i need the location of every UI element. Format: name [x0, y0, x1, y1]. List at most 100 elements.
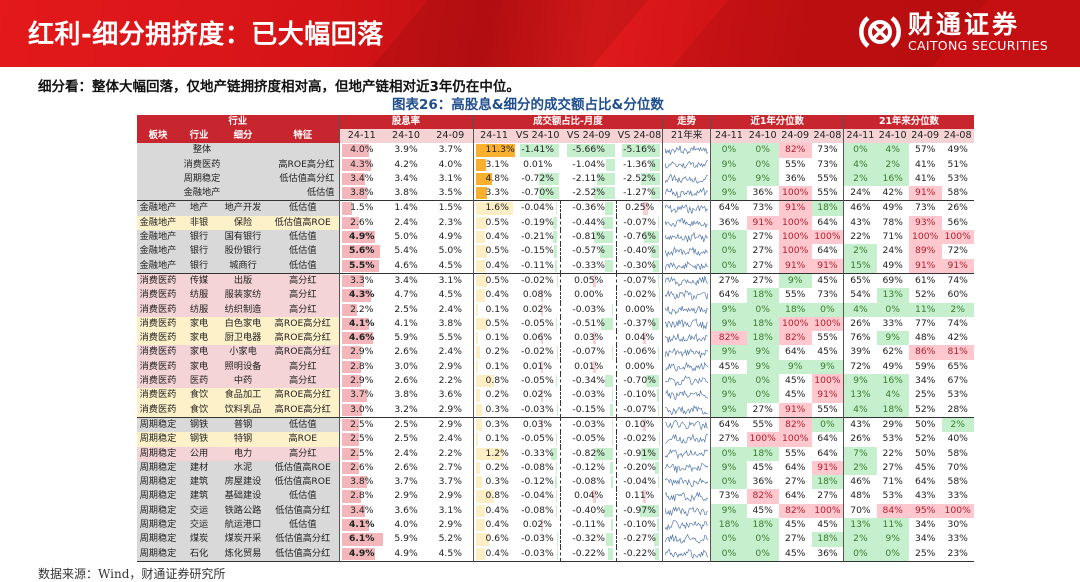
pct-1y-cell: 18% — [811, 475, 844, 490]
pct-1y-cell: 45% — [817, 519, 838, 531]
pct-21y-cell: 70% — [843, 503, 877, 519]
dividend-cell: 3.7% — [438, 144, 462, 156]
turnover-change-cell: -0.51% — [560, 316, 618, 332]
pct-21y-cell: 58% — [947, 187, 968, 199]
pct-21y-cell: 34% — [914, 375, 936, 387]
dividend-cell: 4.1% — [338, 518, 384, 533]
pct-21y-cell: 25% — [914, 389, 936, 401]
pct-21y-cell: 53% — [882, 433, 903, 445]
dividend-cell: 2.6% — [338, 215, 384, 231]
pct-1y-cell: 27% — [752, 403, 773, 415]
pct-21y-cell: 4% — [843, 402, 877, 418]
pct-1y-cell: 0% — [710, 546, 747, 562]
subindustry-cell: 照明设备 — [219, 359, 267, 375]
turnover-change-cell: -0.44% — [560, 215, 618, 231]
pct-21y-cell: 13% — [843, 388, 877, 403]
turnover-cell: 0.4% — [472, 258, 515, 274]
dividend-cell: 2.7% — [438, 461, 462, 473]
pct-1y-cell: 55% — [752, 418, 773, 430]
col-p1-2410: 24-10 — [746, 129, 779, 144]
industry-cell: 建筑 — [179, 475, 219, 490]
dividend-cell: 4.1% — [394, 317, 418, 329]
dividend-cell: 5.6% — [338, 244, 384, 259]
dividend-cell: 2.9% — [438, 418, 462, 430]
pct-21y-cell: 48% — [843, 489, 877, 504]
dividend-cell: 3.8% — [338, 475, 384, 490]
dividend-cell: 2.4% — [438, 303, 462, 315]
pct-1y-cell: 45% — [752, 504, 773, 516]
pct-21y-cell: 40% — [947, 433, 968, 445]
pct-1y-cell: 27% — [752, 231, 773, 243]
subindustry-cell: 食品加工 — [219, 388, 267, 403]
col-trend: 21年来 — [662, 129, 711, 144]
header-pct-1y: 近1年分位数 — [710, 115, 844, 129]
industry-cell: 家电 — [179, 345, 219, 360]
pct-1y-cell: 9% — [746, 359, 779, 375]
pct-21y-cell: 2% — [941, 302, 974, 317]
pct-1y-cell: 27% — [710, 273, 747, 289]
pct-1y-cell: 73% — [817, 144, 838, 156]
pct-21y-cell: 2% — [941, 417, 974, 433]
pct-1y-cell: 0% — [710, 446, 747, 461]
subindustry-cell: 地产开发 — [219, 200, 267, 216]
feature-cell: 高分红 — [267, 359, 339, 375]
subindustry-cell: 饮料乳品 — [219, 402, 267, 418]
pct-21y-cell: 23% — [947, 547, 968, 559]
block-cell: 金融地产 — [137, 230, 179, 245]
col-feature: 特征 — [267, 129, 339, 144]
pct-1y-cell: 100% — [778, 432, 812, 447]
pct-21y-cell: 72% — [947, 245, 968, 257]
pct-21y-cell: 52% — [914, 403, 936, 415]
feature-cell: 高ROE高分红 — [267, 331, 339, 346]
pct-1y-cell: 73% — [752, 202, 773, 214]
dividend-cell: 5.9% — [394, 332, 418, 344]
turnover-change-cell: 0.03% — [514, 417, 562, 433]
dividend-cell: 2.6% — [394, 346, 418, 358]
industry-cell: 银行 — [179, 244, 219, 259]
industry-cell: 食饮 — [179, 388, 219, 403]
pct-21y-cell: 43% — [843, 417, 877, 433]
trend-sparkline — [662, 546, 711, 562]
dividend-cell: 2.6% — [394, 375, 418, 387]
pct-1y-cell: 55% — [817, 187, 838, 199]
trend-sparkline — [662, 244, 711, 259]
trend-sparkline — [662, 432, 711, 447]
pct-1y-cell: 18% — [778, 302, 812, 317]
pct-21y-cell: 42% — [947, 332, 968, 344]
pct-21y-cell: 13% — [843, 518, 877, 533]
pct-21y-cell: 43% — [843, 215, 877, 231]
table-row: 周期稳定 煤炭 煤炭开采 低估值高分红 6.1% 5.9% 5.2% 0.6% -0.03% -0… — [137, 532, 974, 547]
pct-21y-cell: 7% — [843, 446, 877, 461]
pct-1y-cell: 100% — [778, 186, 812, 201]
block-cell: 消费医药 — [137, 302, 179, 317]
block-cell: 金融地产 — [137, 258, 179, 274]
pct-21y-cell: 2% — [843, 460, 877, 476]
trend-sparkline — [662, 273, 711, 289]
table-row: 消费医药 高ROE高分红 4.3% 4.2% 4.0% 3.1% 0.01% -1.04% -1… — [137, 157, 974, 172]
pct-21y-cell: 34% — [914, 519, 936, 531]
feature-cell: 低估值 — [267, 230, 339, 245]
dividend-cell: 2.9% — [338, 374, 384, 389]
pct-21y-cell: 16% — [876, 171, 909, 187]
dividend-cell: 2.6% — [394, 461, 418, 473]
turnover-cell: 0.4% — [472, 503, 515, 519]
table-row: 周期稳定 建材 水泥 低估值高ROE 2.6% 2.6% 2.7% 0.2% -0.08% -0.… — [137, 460, 974, 476]
dividend-cell: 1.4% — [394, 202, 418, 214]
pct-1y-cell: 82% — [778, 417, 812, 433]
dividend-cell: 2.4% — [394, 216, 418, 228]
header-banner: 红利-细分拥挤度：已大幅回落 财通证券 CAITONG SECURITIES — [0, 0, 1080, 67]
feature-cell: 高ROE高分红 — [267, 316, 339, 332]
turnover-change-cell: -0.03% — [514, 532, 562, 547]
turnover-cell: 0.4% — [472, 288, 515, 303]
feature-cell: 低估值 — [267, 186, 339, 201]
pct-21y-cell: 9% — [843, 374, 877, 389]
turnover-change-cell: -0.02% — [623, 289, 660, 302]
dividend-cell: 4.5% — [438, 289, 462, 301]
turnover-change-cell: -0.22% — [560, 546, 618, 562]
pct-1y-cell: 82% — [778, 503, 812, 519]
turnover-change-cell: -0.27% — [617, 532, 663, 546]
turnover-cell: 1.2% — [472, 446, 515, 461]
feature-cell: 高分红 — [267, 288, 339, 303]
pct-1y-cell: 27% — [784, 476, 806, 488]
pct-21y-cell: 46% — [843, 475, 877, 490]
